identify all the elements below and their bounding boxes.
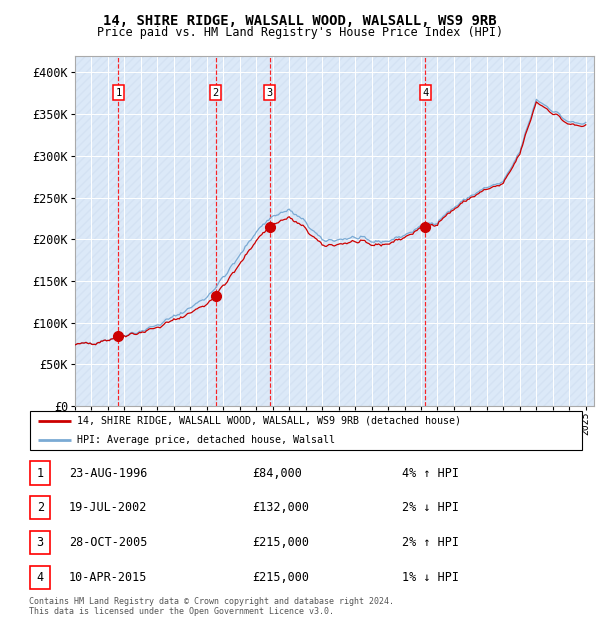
Text: 1: 1: [115, 87, 122, 97]
Text: £132,000: £132,000: [252, 502, 309, 514]
Text: 3: 3: [37, 536, 44, 549]
Text: 1% ↓ HPI: 1% ↓ HPI: [402, 571, 459, 583]
Text: £84,000: £84,000: [252, 467, 302, 479]
Text: £215,000: £215,000: [252, 536, 309, 549]
Text: 1: 1: [37, 467, 44, 479]
Text: 14, SHIRE RIDGE, WALSALL WOOD, WALSALL, WS9 9RB (detached house): 14, SHIRE RIDGE, WALSALL WOOD, WALSALL, …: [77, 415, 461, 426]
Text: 4% ↑ HPI: 4% ↑ HPI: [402, 467, 459, 479]
Text: 23-AUG-1996: 23-AUG-1996: [69, 467, 148, 479]
Text: 28-OCT-2005: 28-OCT-2005: [69, 536, 148, 549]
Text: Price paid vs. HM Land Registry's House Price Index (HPI): Price paid vs. HM Land Registry's House …: [97, 26, 503, 39]
Text: 2% ↑ HPI: 2% ↑ HPI: [402, 536, 459, 549]
Text: 19-JUL-2002: 19-JUL-2002: [69, 502, 148, 514]
Text: 10-APR-2015: 10-APR-2015: [69, 571, 148, 583]
Text: This data is licensed under the Open Government Licence v3.0.: This data is licensed under the Open Gov…: [29, 607, 334, 616]
Text: 14, SHIRE RIDGE, WALSALL WOOD, WALSALL, WS9 9RB: 14, SHIRE RIDGE, WALSALL WOOD, WALSALL, …: [103, 14, 497, 28]
Text: 2% ↓ HPI: 2% ↓ HPI: [402, 502, 459, 514]
Text: £215,000: £215,000: [252, 571, 309, 583]
Text: 3: 3: [266, 87, 273, 97]
Text: 4: 4: [37, 571, 44, 583]
Text: HPI: Average price, detached house, Walsall: HPI: Average price, detached house, Wals…: [77, 435, 335, 445]
Text: Contains HM Land Registry data © Crown copyright and database right 2024.: Contains HM Land Registry data © Crown c…: [29, 597, 394, 606]
Text: 4: 4: [422, 87, 428, 97]
Text: 2: 2: [37, 502, 44, 514]
Text: 2: 2: [212, 87, 219, 97]
